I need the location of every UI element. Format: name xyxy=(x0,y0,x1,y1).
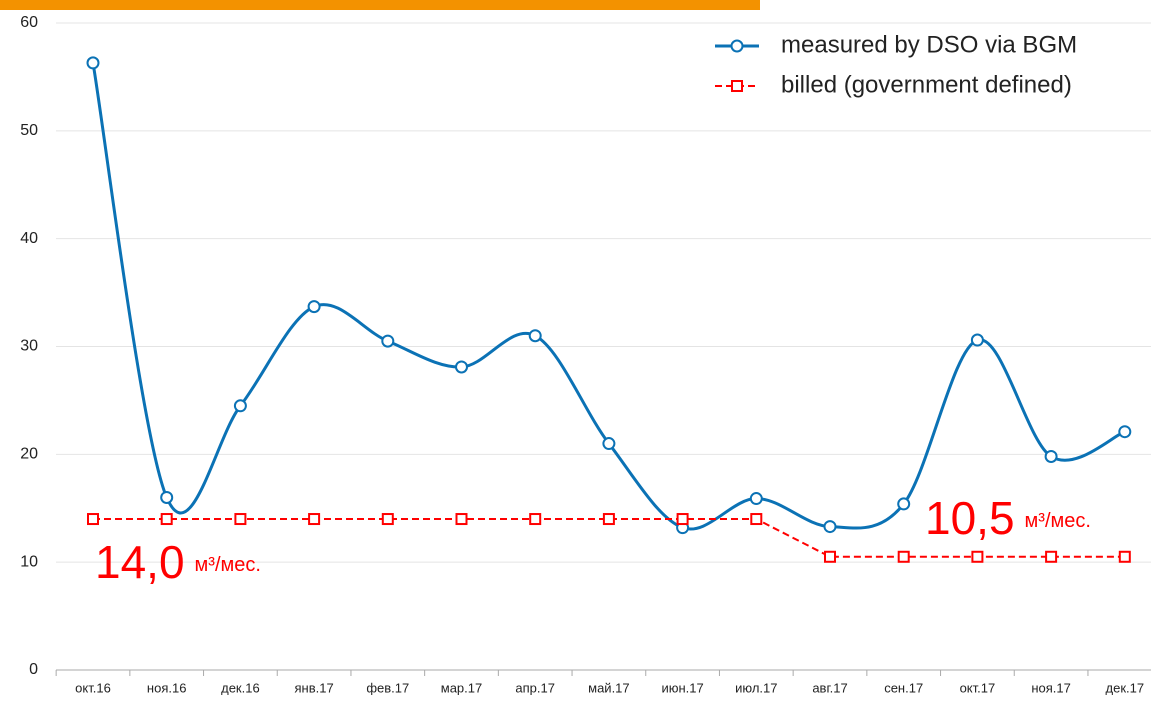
x-tick-label: сен.17 xyxy=(884,680,923,695)
point xyxy=(381,334,395,348)
y-tick-label: 20 xyxy=(20,446,38,463)
series-line xyxy=(93,518,1125,558)
x-tick-label: окт.17 xyxy=(960,680,996,695)
x-tick-label: май.17 xyxy=(588,680,630,695)
top-bar xyxy=(0,0,1151,10)
annotation-unit: м³/мес. xyxy=(1025,510,1091,532)
y-tick-label: 0 xyxy=(29,661,38,678)
point xyxy=(234,513,247,526)
legend-label: measured by DSO via BGM xyxy=(781,31,1077,58)
x-tick-label: янв.17 xyxy=(294,680,333,695)
legend-box xyxy=(760,0,1151,110)
point xyxy=(455,360,468,374)
y-tick-label: 60 xyxy=(20,14,38,31)
point xyxy=(602,437,616,451)
x-tick-label: ноя.17 xyxy=(1031,680,1071,695)
annotation-value: 10,5 xyxy=(925,492,1015,544)
point xyxy=(897,497,911,511)
point xyxy=(1118,550,1131,563)
point xyxy=(749,492,763,506)
point xyxy=(897,550,910,563)
x-tick-label: июн.17 xyxy=(661,680,703,695)
point xyxy=(676,513,689,526)
point xyxy=(160,513,173,526)
y-tick-label: 10 xyxy=(20,553,38,570)
point xyxy=(970,333,984,347)
y-tick-label: 30 xyxy=(20,338,38,355)
point xyxy=(307,300,321,314)
legend-marker xyxy=(731,80,743,92)
x-tick-label: дек.16 xyxy=(221,680,260,695)
point xyxy=(160,490,174,504)
annotation-unit: м³/мес. xyxy=(195,554,261,576)
point xyxy=(824,550,836,563)
point xyxy=(308,513,321,526)
point xyxy=(528,329,542,343)
point xyxy=(1118,425,1132,439)
annotation: 10,5 м³/мес. xyxy=(925,492,1091,544)
point xyxy=(86,56,100,70)
annotation-value: 14,0 xyxy=(95,536,185,588)
point xyxy=(971,550,984,563)
y-tick-label: 50 xyxy=(20,122,38,139)
point xyxy=(455,513,468,526)
x-tick-label: фев.17 xyxy=(366,680,409,695)
x-tick-label: июл.17 xyxy=(735,680,777,695)
annotation: 14,0 м³/мес. xyxy=(95,536,261,588)
point xyxy=(381,513,394,526)
y-tick-label: 40 xyxy=(20,230,38,247)
x-tick-label: дек.17 xyxy=(1106,680,1145,695)
point xyxy=(1044,449,1058,463)
series-line xyxy=(91,62,1126,531)
point xyxy=(602,513,615,526)
x-tick-label: мар.17 xyxy=(441,680,482,695)
x-tick-label: окт.16 xyxy=(75,680,111,695)
point xyxy=(87,513,99,526)
point xyxy=(823,520,837,534)
point xyxy=(750,513,763,526)
x-tick-label: авг.17 xyxy=(812,680,847,695)
legend-marker xyxy=(730,39,744,53)
x-tick-label: апр.17 xyxy=(515,680,555,695)
point xyxy=(233,399,247,413)
x-tick-label: ноя.16 xyxy=(147,680,187,695)
point xyxy=(1045,550,1058,563)
point xyxy=(529,513,542,526)
legend-label: billed (government defined) xyxy=(781,71,1072,98)
